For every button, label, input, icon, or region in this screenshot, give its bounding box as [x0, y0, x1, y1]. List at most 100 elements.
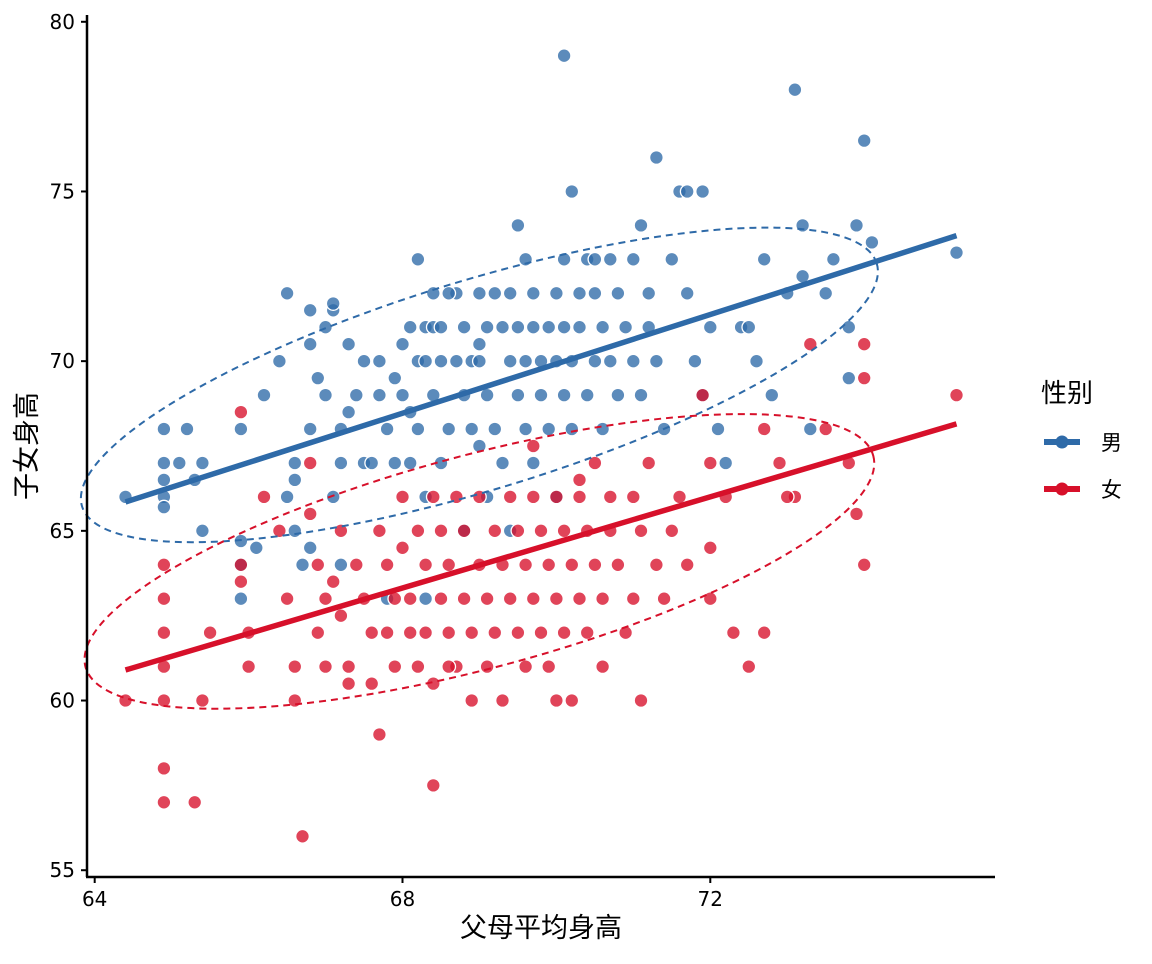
data-point — [556, 625, 572, 641]
data-point — [271, 353, 287, 369]
data-point — [595, 319, 611, 335]
data-point — [548, 285, 564, 301]
data-point — [156, 591, 172, 607]
data-point — [849, 217, 864, 233]
y-tick-label: 75 — [50, 179, 75, 203]
data-point — [325, 489, 341, 505]
legend-entry-male: 男 — [1044, 431, 1122, 455]
data-point — [464, 625, 480, 641]
data-point — [410, 523, 426, 539]
data-point — [402, 455, 418, 471]
data-point — [471, 336, 487, 352]
data-point — [695, 387, 711, 403]
data-point — [410, 421, 426, 437]
data-point — [371, 353, 387, 369]
data-point — [287, 523, 303, 539]
data-point — [587, 557, 603, 573]
data-point — [364, 676, 380, 692]
data-point — [325, 574, 341, 590]
data-point — [364, 625, 380, 641]
data-point — [194, 455, 210, 471]
data-point — [487, 421, 503, 437]
data-point — [849, 506, 864, 522]
data-point — [841, 319, 857, 335]
data-point — [348, 387, 364, 403]
data-point — [487, 285, 503, 301]
data-point — [525, 591, 541, 607]
data-point — [318, 387, 333, 403]
data-point — [541, 557, 557, 573]
data-point — [533, 625, 549, 641]
data-point — [518, 421, 534, 437]
data-point — [602, 489, 618, 505]
data-point — [318, 591, 333, 607]
data-point — [664, 251, 680, 267]
data-point — [402, 319, 418, 335]
data-point — [695, 184, 711, 199]
data-point — [379, 557, 395, 573]
data-point — [533, 523, 549, 539]
data-point — [825, 251, 841, 267]
data-point — [156, 499, 172, 515]
data-point — [587, 285, 603, 301]
data-point — [194, 523, 210, 539]
data-point — [287, 472, 303, 488]
data-point — [364, 455, 380, 471]
data-point — [510, 523, 526, 539]
data-point — [625, 489, 641, 505]
data-point — [156, 693, 172, 708]
data-point — [625, 251, 641, 267]
data-point — [949, 245, 964, 261]
data-point — [171, 455, 187, 471]
x-tick-label: 64 — [82, 887, 107, 911]
data-point — [556, 48, 572, 64]
data-point — [856, 557, 872, 573]
data-point — [348, 557, 364, 573]
data-point — [279, 591, 295, 607]
data-point — [187, 794, 203, 810]
data-point — [679, 285, 695, 301]
series-male-points — [118, 48, 964, 607]
data-point — [502, 489, 518, 505]
data-point — [502, 285, 518, 301]
data-point — [518, 557, 534, 573]
data-point — [502, 353, 518, 369]
data-point — [610, 285, 626, 301]
data-point — [856, 336, 872, 352]
data-point — [610, 387, 626, 403]
data-point — [271, 523, 287, 539]
data-point — [302, 302, 318, 318]
data-point — [333, 608, 349, 624]
data-point — [441, 557, 457, 573]
data-point — [256, 489, 272, 505]
data-point — [402, 625, 418, 641]
data-point — [156, 455, 172, 471]
data-point — [779, 489, 795, 505]
data-point — [425, 285, 441, 301]
data-point — [787, 82, 803, 98]
data-point — [310, 625, 326, 641]
data-point — [656, 591, 672, 607]
data-point — [325, 296, 341, 311]
y-tick-label: 70 — [50, 349, 75, 373]
data-point — [949, 387, 964, 403]
data-point — [479, 319, 495, 335]
data-point — [495, 693, 510, 708]
data-point — [487, 523, 503, 539]
axes: 55 60 65 70 75 80 64 68 72 — [50, 10, 995, 911]
data-point — [341, 404, 357, 420]
legend-label-male: 男 — [1101, 431, 1122, 455]
data-point — [525, 489, 541, 505]
data-point — [333, 557, 349, 573]
data-point — [441, 421, 457, 437]
data-point — [556, 523, 572, 539]
data-point — [302, 455, 318, 471]
data-point — [418, 625, 434, 641]
x-ticks: 64 68 72 — [82, 877, 723, 911]
data-point — [510, 319, 526, 335]
data-point — [602, 353, 618, 369]
data-point — [256, 387, 272, 403]
data-point — [510, 625, 526, 641]
data-point — [525, 285, 541, 301]
